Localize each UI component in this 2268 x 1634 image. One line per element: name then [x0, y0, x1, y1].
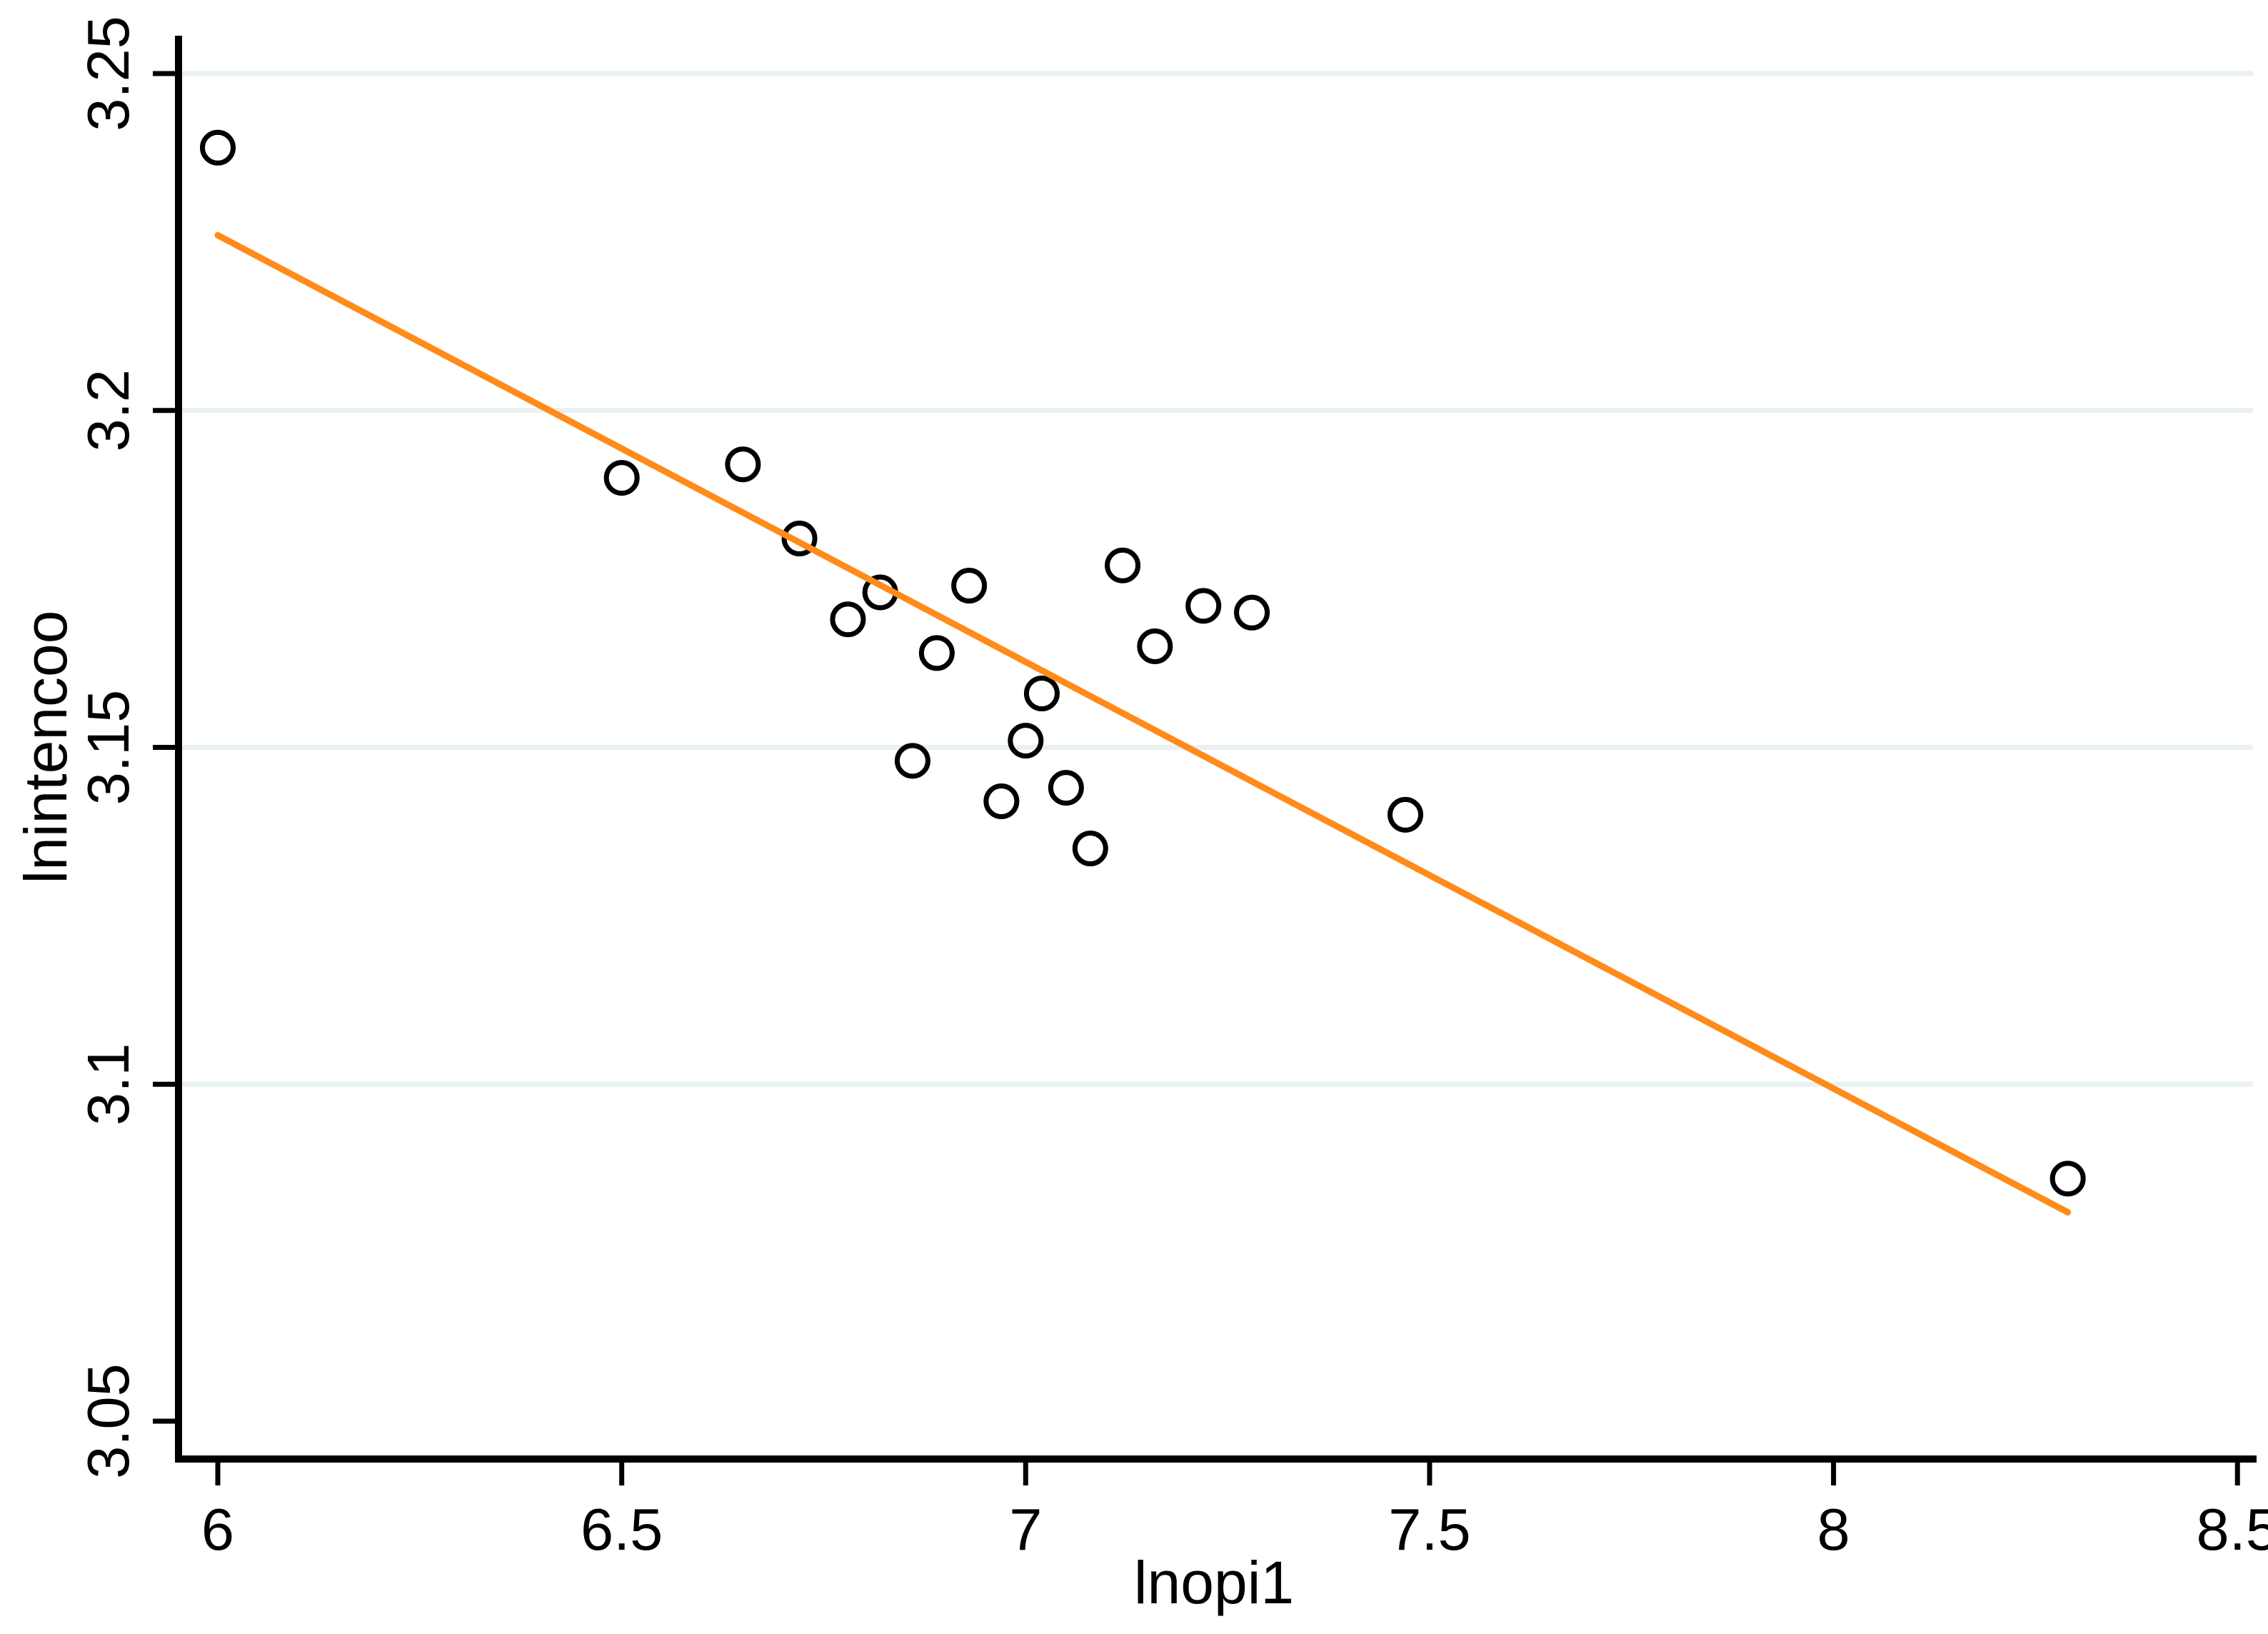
y-tick-label: 3.15 [75, 690, 141, 806]
x-tick-label: 7.5 [1388, 1496, 1470, 1563]
y-tick-labels: 3.05 3.1 3.15 3.2 3.25 [75, 16, 141, 1479]
x-tick-label: 6 [201, 1496, 234, 1563]
data-point [1388, 796, 1424, 833]
data-point [200, 129, 236, 166]
data-point [918, 635, 955, 671]
data-point [1137, 628, 1173, 664]
y-ticks [153, 71, 179, 1424]
x-tick-label: 6.5 [581, 1496, 663, 1563]
data-point [894, 743, 930, 779]
data-point [781, 521, 818, 557]
x-axis-title: lnopi1 [1134, 1549, 1294, 1616]
x-tick-label: 8 [1817, 1496, 1850, 1563]
data-point [1105, 547, 1141, 583]
y-tick-label: 3.05 [75, 1363, 141, 1479]
data-point [1185, 588, 1222, 624]
y-tick-label: 3.2 [75, 369, 141, 451]
x-tick-label: 8.5 [2197, 1496, 2268, 1563]
data-point [830, 601, 866, 638]
data-point [1072, 831, 1108, 867]
data-point [2049, 1161, 2086, 1197]
data-point [951, 568, 988, 604]
data-point [983, 783, 1020, 819]
data-point [725, 446, 761, 483]
y-axis-title: lnintencoo [12, 611, 79, 884]
x-ticks [215, 1459, 2240, 1485]
y-tick-label: 3.25 [75, 16, 141, 131]
data-point [603, 460, 640, 496]
scatter-points [200, 129, 2086, 1197]
data-point [1023, 676, 1060, 712]
fit-line [214, 231, 2072, 1216]
gridlines [181, 71, 2253, 1087]
data-point [1048, 770, 1084, 806]
data-point [1234, 594, 1270, 631]
x-tick-labels: 6 6.5 7 7.5 8 8.5 [201, 1496, 2268, 1563]
y-tick-label: 3.1 [75, 1043, 141, 1126]
data-point [1008, 723, 1044, 759]
x-tick-label: 7 [1009, 1496, 1042, 1563]
